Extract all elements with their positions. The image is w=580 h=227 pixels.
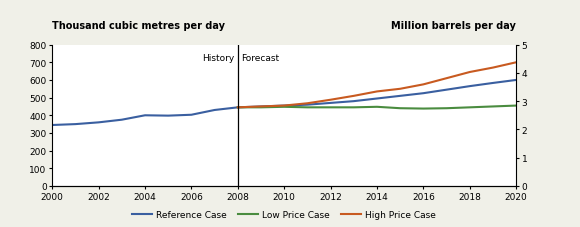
High Price Case — [466, 71, 473, 74]
Low Price Case — [281, 106, 288, 109]
High Price Case — [490, 67, 496, 70]
High Price Case — [420, 84, 427, 86]
Reference Case — [374, 98, 380, 100]
Line: Reference Case: Reference Case — [52, 81, 516, 126]
Text: History: History — [202, 53, 234, 62]
Reference Case — [118, 119, 125, 121]
Low Price Case — [327, 106, 334, 109]
Reference Case — [258, 106, 264, 108]
Reference Case — [443, 89, 450, 92]
High Price Case — [258, 106, 264, 108]
High Price Case — [443, 77, 450, 80]
Low Price Case — [397, 107, 404, 110]
Low Price Case — [304, 106, 311, 109]
High Price Case — [374, 91, 380, 93]
Text: Forecast: Forecast — [241, 53, 280, 62]
High Price Case — [327, 99, 334, 102]
Reference Case — [234, 106, 241, 109]
Reference Case — [188, 114, 195, 117]
High Price Case — [350, 95, 357, 98]
Text: Thousand cubic metres per day: Thousand cubic metres per day — [52, 21, 225, 31]
Reference Case — [281, 105, 288, 107]
High Price Case — [397, 88, 404, 91]
Low Price Case — [374, 106, 380, 109]
Reference Case — [49, 124, 56, 127]
Legend: Reference Case, Low Price Case, High Price Case: Reference Case, Low Price Case, High Pri… — [129, 206, 440, 222]
Low Price Case — [234, 106, 241, 109]
Low Price Case — [513, 105, 520, 107]
Low Price Case — [350, 106, 357, 109]
Reference Case — [466, 85, 473, 88]
Text: Million barrels per day: Million barrels per day — [392, 21, 516, 31]
Reference Case — [95, 121, 102, 124]
Reference Case — [513, 79, 520, 82]
Reference Case — [165, 115, 172, 118]
Line: Low Price Case: Low Price Case — [238, 106, 516, 109]
Reference Case — [72, 123, 79, 126]
Low Price Case — [258, 106, 264, 109]
Reference Case — [327, 102, 334, 105]
Low Price Case — [443, 107, 450, 110]
Low Price Case — [420, 108, 427, 111]
Line: High Price Case: High Price Case — [238, 63, 516, 108]
High Price Case — [281, 105, 288, 107]
Reference Case — [420, 92, 427, 95]
Reference Case — [211, 109, 218, 112]
High Price Case — [513, 62, 520, 64]
Reference Case — [304, 104, 311, 107]
Reference Case — [350, 100, 357, 103]
High Price Case — [304, 102, 311, 105]
Low Price Case — [466, 106, 473, 109]
Low Price Case — [490, 106, 496, 108]
Reference Case — [397, 95, 404, 98]
Reference Case — [142, 114, 148, 117]
High Price Case — [234, 106, 241, 109]
Reference Case — [490, 82, 496, 85]
